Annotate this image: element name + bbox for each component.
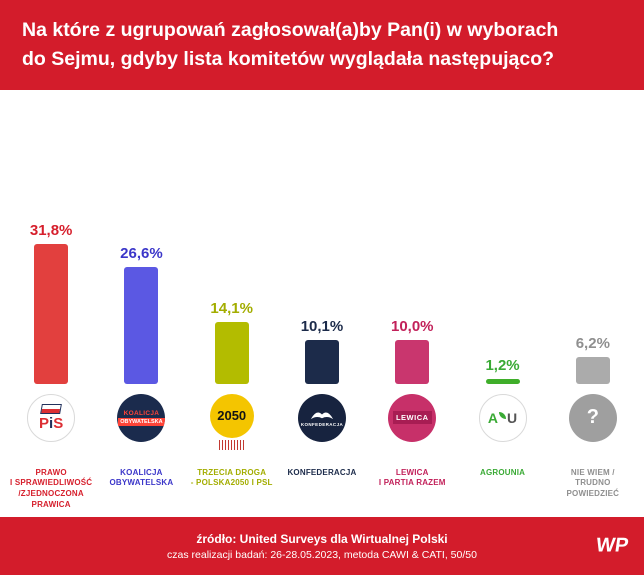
party-name-label: NIE WIEM / TRUDNO POWIEDZIEĆ: [566, 467, 620, 499]
party-column-ko: 26,6% KOALICJA OBYWATELSKA KOALICJA OBYWA…: [96, 90, 186, 490]
party-name-label: PRAWO I SPRAWIEDLIWOŚĆ/ZJEDNOCZONA PRAWICA: [9, 467, 93, 509]
barcode-icon: [218, 439, 245, 450]
party-name-label: TRZECIA DROGA - POLSKA2050 I PSL: [190, 467, 273, 488]
party-logo-ko: KOALICJA OBYWATELSKA: [117, 393, 166, 460]
bar-pis: [34, 243, 69, 384]
party-column-trzecia-droga: 14,1% 2050 TRZECIA DROGA - POLSKA2050 I P…: [187, 90, 277, 490]
party-column-konfederacja: 10,1% KONFEDERACJA KONFEDERACJA: [277, 90, 367, 479]
party-logo-konfederacja: KONFEDERACJA: [297, 393, 346, 460]
konfederacja-logo: KONFEDERACJA: [297, 393, 346, 442]
pis-logo: PiS: [27, 393, 76, 442]
eagle-icon: [310, 412, 334, 420]
party-logo-trzecia-droga: 2050: [209, 393, 254, 460]
party-column-lewica: 10,0% LEWICA LEWICA I PARTIA RAZEM: [367, 90, 457, 490]
unknown-logo: ?: [568, 393, 617, 442]
bar-nie-wiem: [575, 356, 610, 384]
question-line-1: Na które z ugrupowań zagłosował(a)by Pan…: [22, 19, 559, 41]
bar-value-label: 14,1%: [210, 299, 253, 317]
party-name-label: AGROUNIA: [479, 467, 526, 477]
source-text: źródło: United Surveys dla Wirtualnej Po…: [196, 531, 448, 546]
bar-value-label: 1,2%: [485, 356, 520, 374]
question-banner: Na które z ugrupowań zagłosował(a)by Pan…: [0, 0, 644, 90]
party-logo-pis: PiS: [27, 393, 76, 460]
party-logo-lewica: LEWICA: [388, 393, 437, 460]
methodology-text: czas realizacji badań: 26-28.05.2023, me…: [167, 548, 477, 561]
bar-value-label: 26,6%: [120, 244, 163, 262]
party-logo-nie-wiem: ?: [568, 393, 617, 460]
ko-logo: KOALICJA OBYWATELSKA: [117, 393, 166, 442]
question-line-2: do Sejmu, gdyby lista komitetów wyglądał…: [22, 48, 555, 71]
party-column-nie-wiem: 6,2% ? NIE WIEM / TRUDNO POWIEDZIEĆ: [548, 90, 638, 500]
lewica-logo: LEWICA: [388, 393, 437, 442]
bar-ko: [124, 266, 159, 384]
bar-value-label: 10,1%: [300, 317, 344, 335]
question-mark-icon: ?: [586, 406, 599, 428]
wp-logo: WP: [594, 534, 630, 557]
party-name-label: LEWICA I PARTIA RAZEM: [378, 467, 446, 488]
flag-icon: [40, 404, 63, 414]
party-column-pis: 31,8% PiS PRAWO I SPRAWIEDLIWOŚĆ/ZJEDNOCZ…: [6, 90, 96, 511]
party-name-label: KONFEDERACJA: [287, 467, 357, 477]
party-name-label: KOALICJA OBYWATELSKA: [109, 467, 174, 488]
bar-konfederacja: [304, 339, 339, 384]
bar-trzecia-droga: [214, 321, 249, 384]
leaf-icon: [499, 411, 507, 419]
bar-value-label: 6,2%: [575, 334, 610, 352]
bar-value-label: 31,8%: [29, 221, 73, 239]
bar-lewica: [395, 339, 430, 384]
bar-agrounia: [485, 378, 520, 384]
bar-value-label: 10,0%: [390, 317, 434, 335]
footer: źródło: United Surveys dla Wirtualnej Po…: [0, 517, 644, 575]
bar-chart: 31,8% PiS PRAWO I SPRAWIEDLIWOŚĆ/ZJEDNOCZ…: [0, 89, 644, 517]
polska2050-logo: 2050: [209, 393, 254, 438]
